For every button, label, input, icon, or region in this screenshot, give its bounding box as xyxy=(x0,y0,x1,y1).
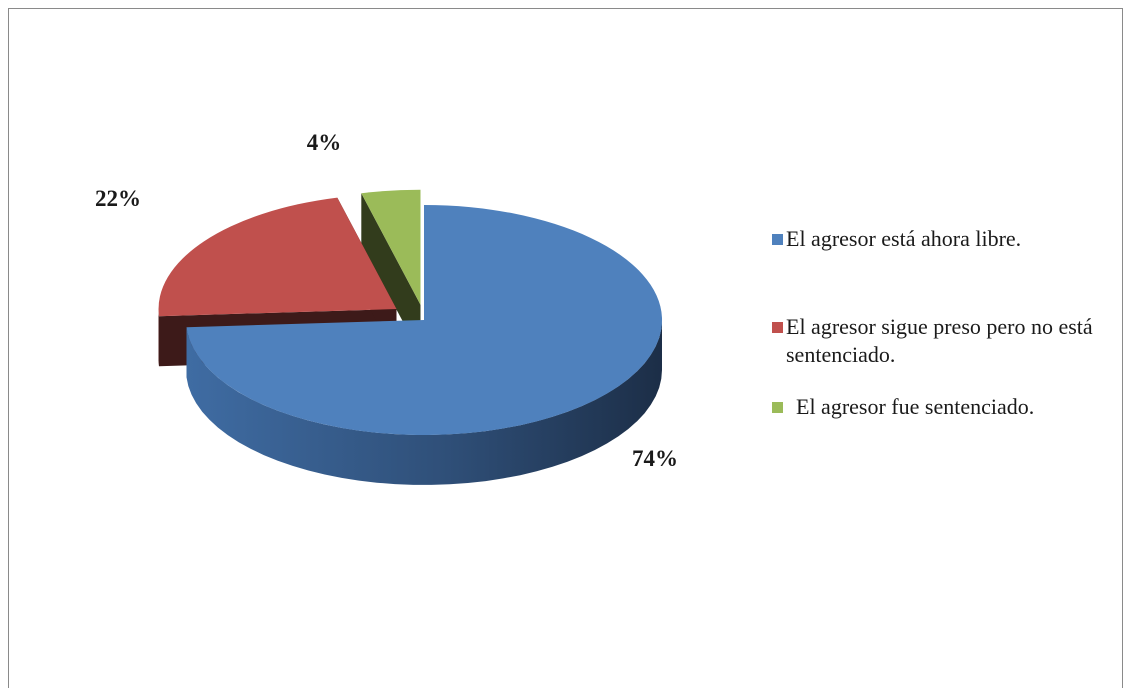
pie-slice-1 xyxy=(159,198,397,317)
data-label-0: 74% xyxy=(632,446,678,471)
legend-label: El agresor sigue preso pero no está sent… xyxy=(786,313,1102,369)
data-label-2: 4% xyxy=(307,130,342,155)
legend-item-libre: El agresor está ahora libre. xyxy=(772,225,1021,253)
legend-item-sentenciado: El agresor fue sentenciado. xyxy=(772,393,1034,421)
legend-swatch-green xyxy=(772,402,783,413)
legend-label: El agresor fue sentenciado. xyxy=(796,393,1034,421)
legend-swatch-blue xyxy=(772,234,783,245)
legend-swatch-red xyxy=(772,322,783,333)
data-label-1: 22% xyxy=(95,186,141,211)
legend-label: El agresor está ahora libre. xyxy=(786,225,1021,253)
slice-side-1 xyxy=(159,309,160,366)
legend-item-preso: El agresor sigue preso pero no está sent… xyxy=(772,313,1102,369)
